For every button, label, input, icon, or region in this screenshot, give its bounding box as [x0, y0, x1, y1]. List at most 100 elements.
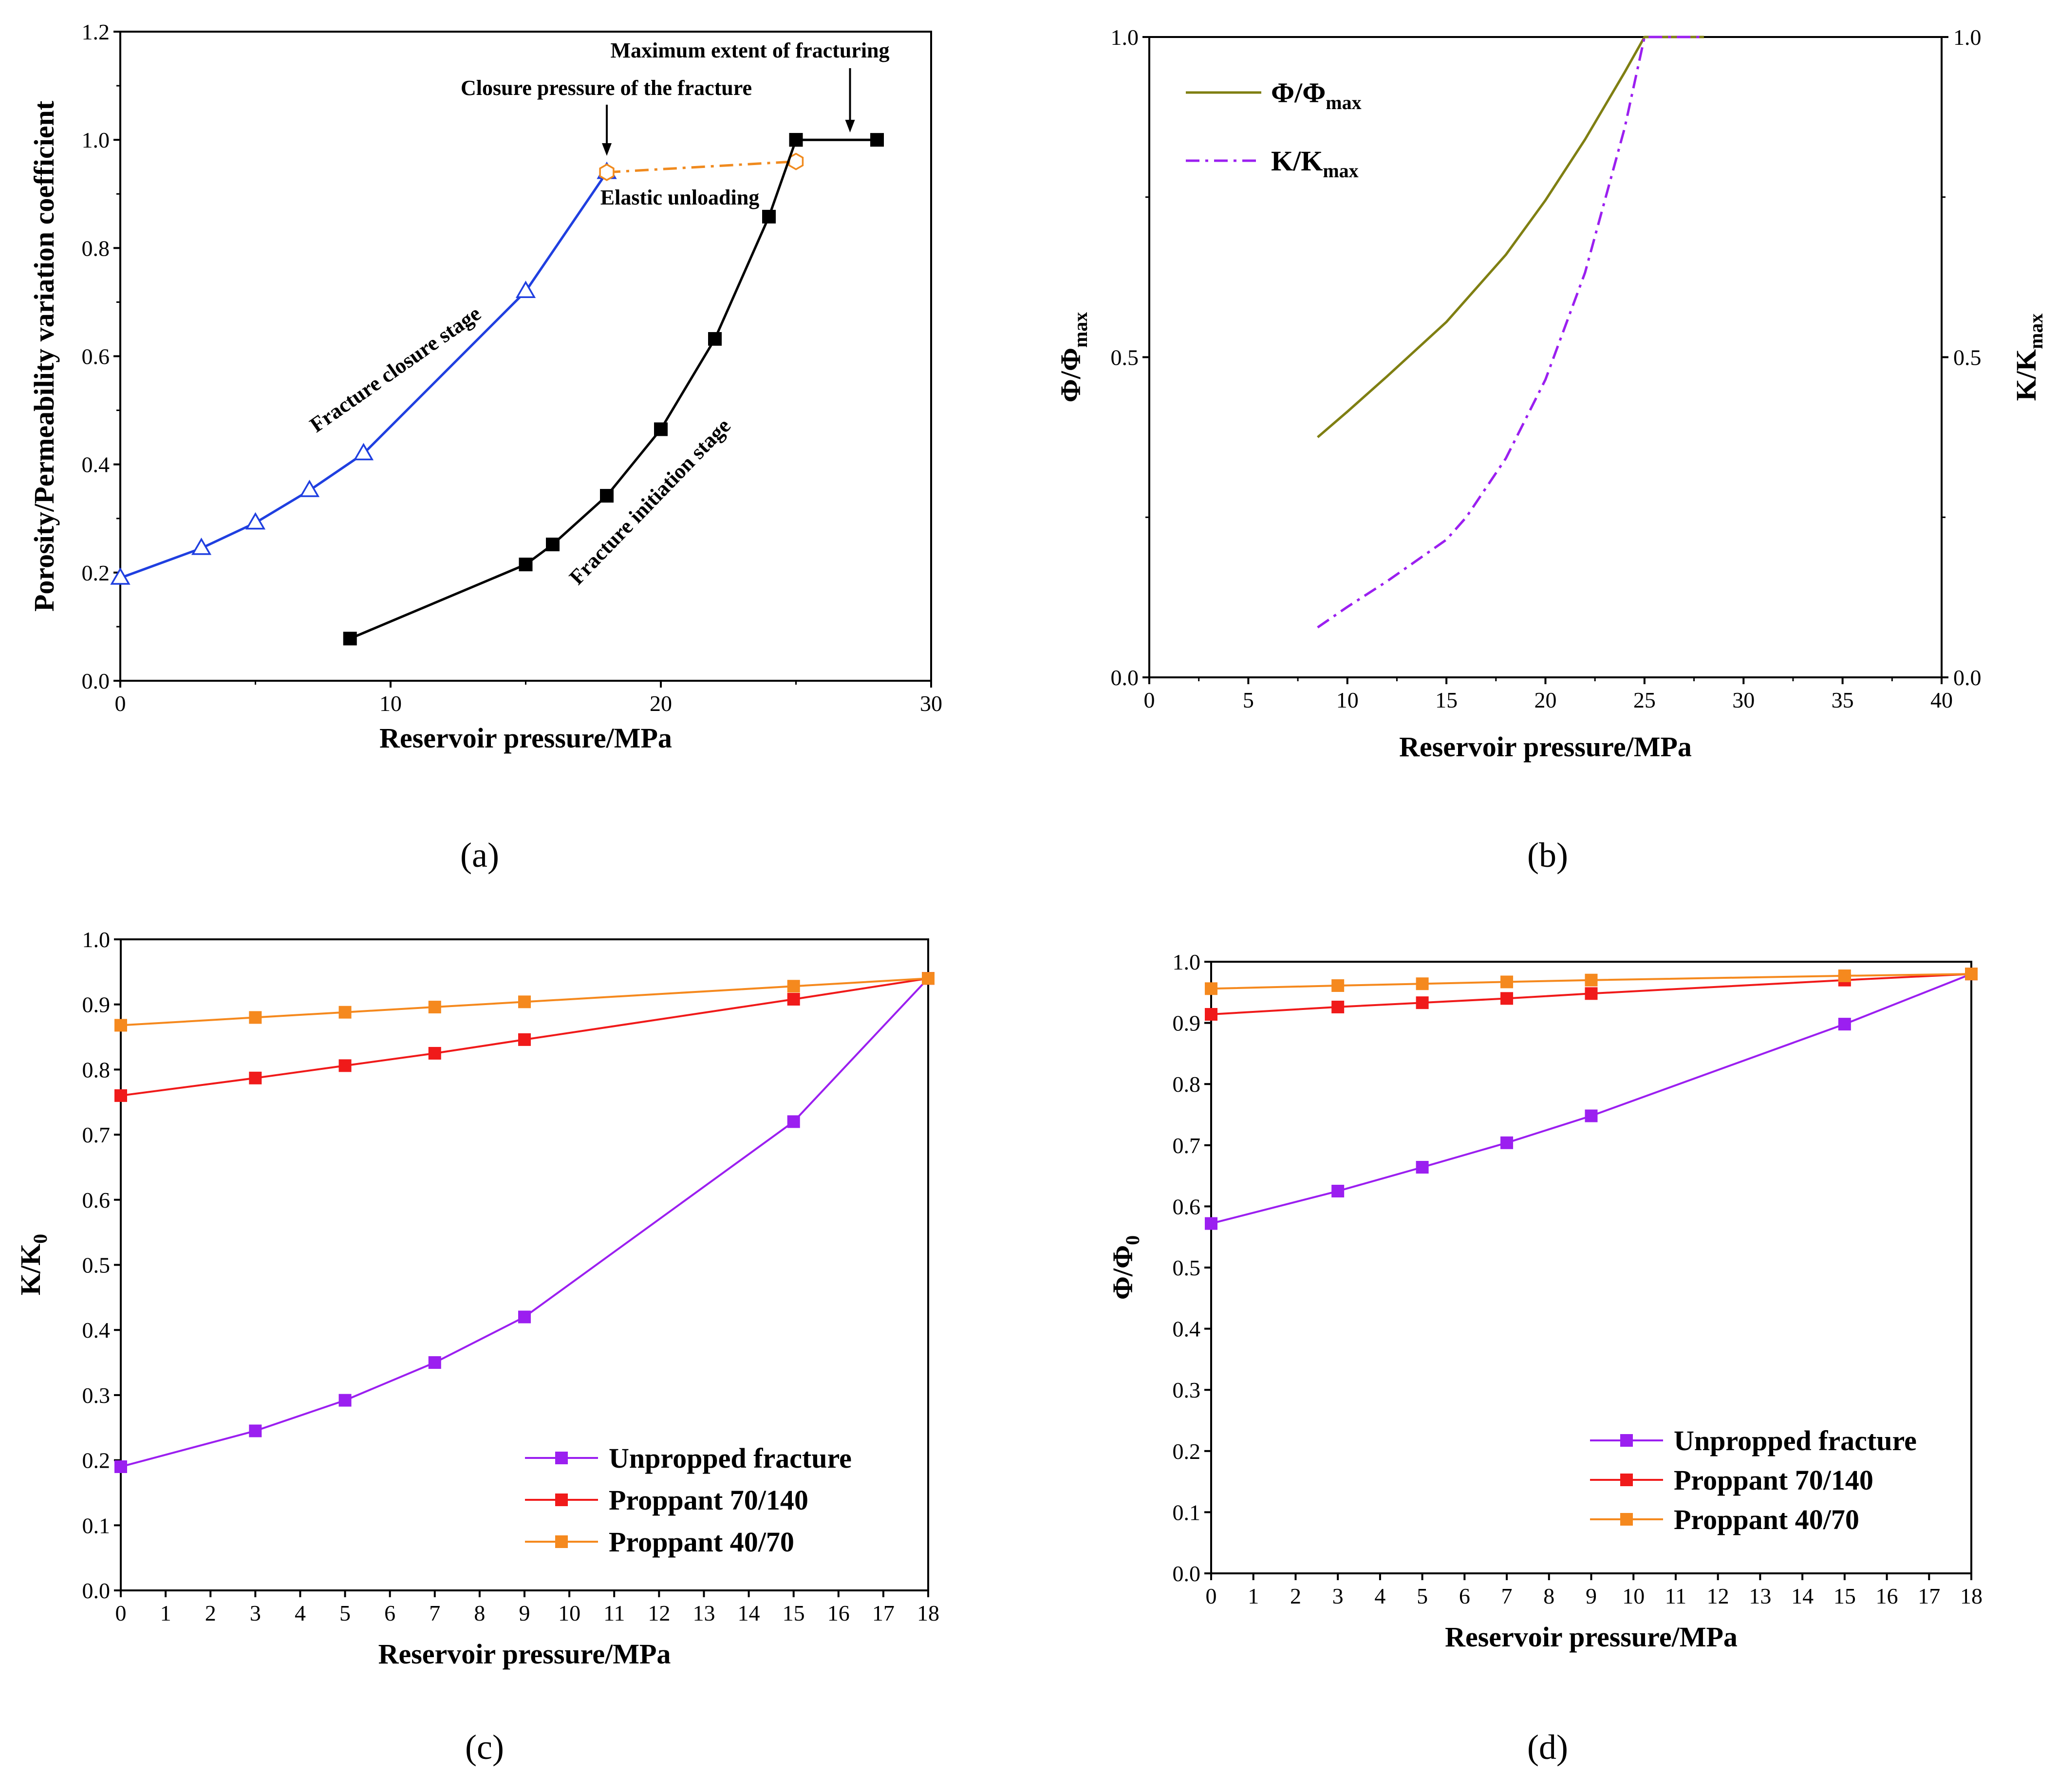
series-line — [1317, 36, 1704, 629]
x-tick-label: 3 — [250, 1601, 261, 1625]
data-point — [1500, 1136, 1514, 1149]
y-axis-title-right: K/Kmax — [2010, 314, 2047, 401]
series-line — [1211, 973, 1972, 1225]
data-point — [1500, 992, 1514, 1005]
y-axis-title: Φ/Φ0 — [1107, 1235, 1143, 1300]
x-tick-label: 15 — [783, 1601, 805, 1625]
x-tick-label: 10 — [1622, 1584, 1645, 1608]
x-tick-label: 8 — [474, 1601, 485, 1625]
x-tick-label: 10 — [379, 691, 402, 716]
legend-marker — [555, 1493, 568, 1506]
series-line — [120, 171, 608, 579]
x-tick-label: 3 — [1332, 1584, 1344, 1608]
y-tick-label: 0.1 — [1173, 1500, 1201, 1525]
x-tick-label: 15 — [1833, 1584, 1856, 1608]
x-tick-label: 5 — [339, 1601, 351, 1625]
y-axis-title: K/K0 — [15, 1234, 51, 1295]
data-point — [1838, 969, 1851, 982]
y-tick-label: 0.7 — [82, 1122, 111, 1147]
data-point — [428, 1046, 441, 1060]
x-tick-label: 14 — [1791, 1584, 1814, 1608]
x-tick-label: 7 — [1501, 1584, 1513, 1608]
data-point — [343, 632, 357, 646]
annotation-closure-pressure: Closure pressure of the fracture — [461, 76, 752, 100]
data-point — [787, 993, 800, 1006]
data-point — [338, 1394, 352, 1407]
data-point — [762, 209, 776, 224]
series-line — [120, 977, 929, 1468]
data-point — [518, 1310, 531, 1324]
annotation-closure-stage: Fracture closure stage — [305, 301, 485, 437]
x-tick-label: 17 — [872, 1601, 895, 1625]
y-tick-label: 0.0 — [82, 669, 110, 693]
x-axis-title: Reservoir pressure/MPa — [379, 722, 672, 754]
y-tick-label: 0.5 — [1111, 345, 1139, 370]
x-tick-label: 7 — [429, 1601, 440, 1625]
y-tick-label: 1.0 — [82, 927, 111, 952]
data-point — [353, 443, 374, 461]
data-point — [1331, 1185, 1345, 1197]
y-right-tick-label: 1.0 — [1953, 25, 1982, 50]
data-point — [708, 332, 722, 346]
x-tick-label: 1 — [160, 1601, 171, 1625]
data-point — [114, 1019, 127, 1032]
y-tick-label: 0.6 — [1173, 1194, 1201, 1219]
x-tick-label: 5 — [1243, 688, 1254, 712]
x-axis-title: Reservoir pressure/MPa — [1445, 1621, 1738, 1653]
data-point — [518, 1033, 531, 1046]
x-axis-title: Reservoir pressure/MPa — [1399, 731, 1692, 763]
y-tick-label: 0.3 — [82, 1383, 111, 1408]
data-point — [1838, 1018, 1851, 1031]
arrow-closure-pressure-head — [602, 143, 612, 156]
annotation-elastic-unloading: Elastic unloading — [600, 186, 759, 209]
legend-marker — [1620, 1513, 1633, 1526]
data-point — [1331, 979, 1345, 992]
legend-marker — [555, 1535, 568, 1548]
y-tick-label: 0.2 — [82, 560, 110, 585]
x-tick-label: 12 — [648, 1601, 670, 1625]
arrow-max-extent-head — [845, 120, 855, 132]
y-tick-label: 0.0 — [82, 1578, 111, 1603]
legend-label: Φ/Φmax — [1271, 77, 1362, 113]
panel-c: 0 1 2 3 4 5 6 7 8 9 10 11 12 13 14 15 16 17 180.00.10.20.3… — [15, 927, 939, 1767]
y-tick-label: 0.8 — [82, 236, 110, 261]
data-point — [249, 1071, 262, 1084]
annotation-max-extent: Maximum extent of fracturing — [610, 38, 889, 62]
y-tick-label: 0.4 — [1173, 1317, 1201, 1342]
y-right-tick-label: 0.0 — [1953, 665, 1982, 690]
y-tick-label: 1.0 — [1173, 950, 1201, 974]
data-point — [299, 480, 320, 497]
x-tick-label: 16 — [827, 1601, 850, 1625]
series-line — [606, 160, 796, 174]
x-tick-label: 4 — [1374, 1584, 1385, 1608]
y-tick-label: 0.4 — [82, 452, 110, 477]
x-tick-label: 13 — [1749, 1584, 1771, 1608]
y-tick-label: 0.6 — [82, 1188, 111, 1213]
data-point — [245, 512, 266, 530]
data-point — [1331, 1000, 1345, 1013]
x-tick-label: 4 — [295, 1601, 306, 1625]
data-point — [1416, 996, 1429, 1009]
panel-d: 0 1 2 3 4 5 6 7 8 9 10 11 12 13 14 15 16 17 180.00.10.20.3… — [1107, 950, 1983, 1767]
data-point — [922, 972, 935, 985]
data-point — [249, 1011, 262, 1024]
data-point — [338, 1059, 352, 1072]
y-tick-label: 1.2 — [82, 19, 110, 44]
data-point — [789, 133, 803, 147]
x-tick-label: 20 — [650, 691, 672, 716]
data-point — [1585, 987, 1598, 1000]
caption-d: (d) — [1527, 1728, 1568, 1767]
caption-a: (a) — [460, 836, 499, 875]
y-axis-title: Porosity/Permeability variation coeffici… — [28, 100, 60, 612]
x-tick-label: 6 — [1459, 1584, 1470, 1608]
legend-marker — [555, 1452, 568, 1464]
data-point — [1500, 975, 1514, 989]
data-point — [114, 1089, 127, 1102]
y-tick-label: 1.0 — [1111, 25, 1139, 50]
y-tick-label: 0.9 — [82, 992, 111, 1017]
caption-b: (b) — [1527, 836, 1568, 875]
x-tick-label: 10 — [1336, 688, 1359, 712]
x-tick-label: 15 — [1435, 688, 1458, 712]
data-point — [870, 133, 884, 147]
legend-label: K/Kmax — [1271, 145, 1359, 182]
